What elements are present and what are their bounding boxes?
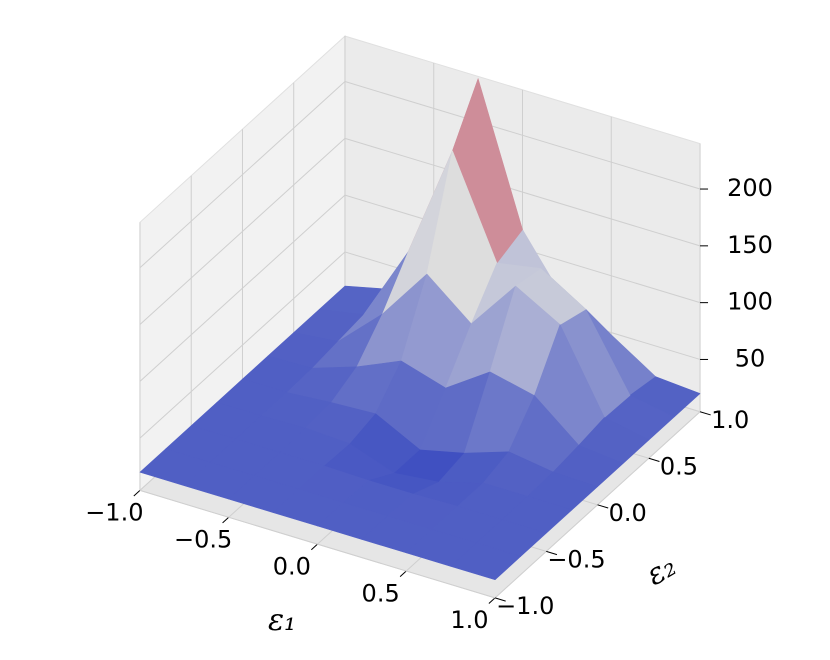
- y-tick-label: −1.0: [496, 592, 554, 620]
- y-axis-label: ε₂: [640, 549, 682, 593]
- z-tick-label: 150: [727, 231, 773, 259]
- grid-line: [139, 489, 496, 599]
- x-axis-label: ε₁: [268, 603, 296, 638]
- tick-mark: [222, 516, 230, 524]
- x-tick-label: −1.0: [85, 499, 143, 527]
- y-tick-label: 0.5: [660, 452, 698, 480]
- labels: −1.0−0.50.00.51.0−1.0−0.50.00.51.0501001…: [85, 174, 773, 634]
- grid-line: [344, 81, 701, 190]
- tick-mark: [494, 597, 506, 602]
- tick-mark: [399, 570, 407, 577]
- y-tick-label: 1.0: [711, 406, 749, 434]
- x-tick-label: −0.5: [174, 526, 232, 554]
- tick-mark: [311, 543, 318, 551]
- grid-line: [139, 251, 346, 439]
- y-tick-label: 0.0: [609, 499, 647, 527]
- grid-line: [139, 194, 346, 382]
- tick-mark: [597, 504, 609, 509]
- y-tick-label: −0.5: [547, 545, 605, 573]
- tick-mark: [699, 411, 711, 416]
- z-tick-label: 100: [727, 288, 773, 316]
- x-tick-label: 1.0: [450, 606, 488, 634]
- tick-mark: [488, 597, 496, 604]
- x-tick-label: 0.0: [273, 552, 311, 580]
- surface-patch: [450, 542, 521, 581]
- tick-mark: [546, 550, 558, 556]
- z-tick-label: 50: [735, 344, 766, 372]
- tick-mark: [648, 457, 660, 462]
- grid-line: [139, 137, 346, 325]
- x-tick-label: 0.5: [362, 579, 400, 607]
- grid-line: [344, 137, 701, 247]
- z-tick-label: 200: [727, 174, 773, 202]
- grid-line: [139, 81, 346, 269]
- surface: [139, 78, 701, 581]
- tick-mark: [133, 490, 141, 497]
